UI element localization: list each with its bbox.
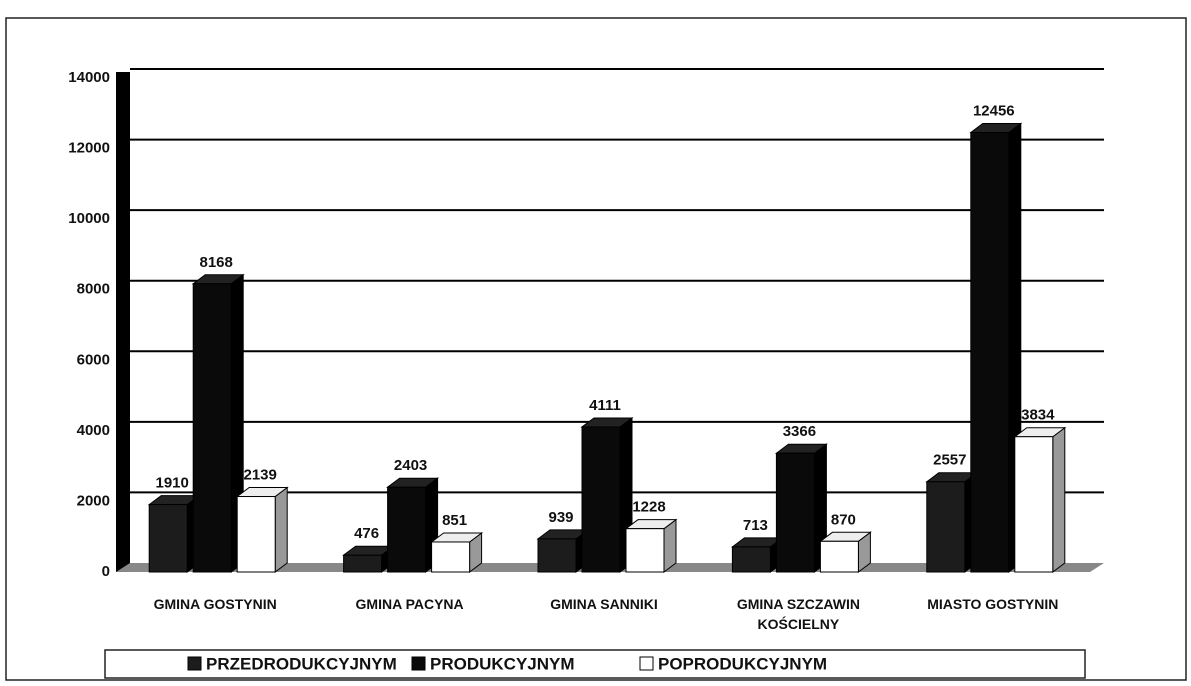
data-label: 870 [831,511,856,528]
x-tick-label: MIASTO GOSTYNIN [927,596,1059,612]
x-tick-label: GMINA PACYNA [355,596,464,612]
bar [774,443,828,573]
data-label: 4111 [589,397,621,414]
bar [386,477,440,573]
legend-box [104,649,1086,679]
legend-label: PRZEDRODUKCYJNYM [206,654,397,673]
data-label: 2403 [394,457,427,474]
bar [818,531,872,573]
data-label: 12456 [973,102,1015,119]
bar [730,536,784,573]
frame [5,17,1187,681]
bar [925,471,979,573]
bar-front [970,131,1010,573]
bar [580,416,634,573]
data-label: 476 [354,525,379,542]
legend-label: POPRODUKCYJNYM [658,654,827,673]
y-tick-label: 8000 [77,281,110,298]
data-label: 2139 [244,466,277,483]
data-label: 713 [743,517,768,534]
y-tick-label: 6000 [77,351,110,368]
legend-swatch [411,656,426,671]
bar-front [625,528,665,573]
bar [191,273,245,573]
y-tick-label: 14000 [68,69,110,86]
data-label: 851 [442,512,467,529]
data-label: 1228 [632,499,665,516]
bar-front [926,481,966,573]
legend-swatch [187,656,202,671]
side-wall [116,72,130,572]
bar-side [274,486,288,573]
bar-front [537,538,577,573]
x-tick-label: GMINA SZCZAWIN KOŚCIELNY [736,596,860,632]
bar-front [581,426,621,573]
data-label: 939 [548,509,573,526]
bar-front [431,541,471,573]
bar [430,531,484,573]
y-tick-label: 0 [102,563,110,580]
bar-front [1014,436,1054,573]
bar [969,122,1023,573]
y-tick-label: 10000 [68,210,110,227]
bar [235,486,289,573]
legend-swatch [639,656,654,671]
bar [342,545,396,573]
data-label: 1910 [156,475,189,492]
legend-label: PRODUKCYJNYM [430,654,575,673]
data-label: 8168 [200,254,233,271]
y-tick-label: 12000 [68,140,110,157]
data-label: 3366 [783,423,816,440]
bar-front [819,540,859,573]
bar [624,518,678,573]
bar-front [775,452,815,573]
bar-front [387,486,427,573]
y-tick-label: 2000 [77,492,110,509]
bar [1013,426,1067,573]
data-label: 3834 [1021,407,1055,424]
bar-front [731,546,771,573]
bar-front [343,554,383,573]
bar-front [192,283,232,573]
data-label: 2557 [933,452,966,469]
bar-front [236,496,276,573]
bar-side [1052,426,1066,573]
bar [536,528,590,573]
y-tick-label: 4000 [77,422,110,439]
x-tick-label: GMINA SANNIKI [550,596,658,612]
bar [147,494,201,573]
x-tick-label: GMINA GOSTYNIN [153,596,277,612]
bar-front [148,504,188,573]
